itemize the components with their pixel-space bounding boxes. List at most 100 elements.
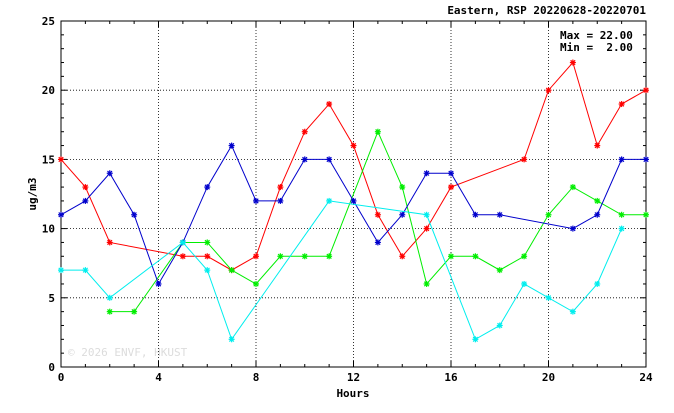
data-point [643, 87, 649, 94]
data-point [179, 239, 186, 246]
data-point [545, 211, 552, 218]
data-point [618, 156, 625, 163]
data-point [326, 197, 333, 204]
series-4 [58, 197, 625, 343]
y-tick-label: 20 [42, 84, 55, 97]
data-point [131, 308, 138, 315]
data-point [521, 280, 528, 287]
data-point [399, 184, 406, 191]
data-point [155, 280, 162, 287]
data-point [423, 280, 430, 287]
data-point [277, 184, 284, 191]
min-label: Min = 2.00 [560, 41, 633, 54]
data-point [277, 253, 284, 260]
x-tick-label: 16 [444, 371, 458, 384]
data-point [472, 336, 479, 343]
y-tick-label: 10 [42, 223, 55, 236]
watermark: © 2026 ENVF, HKUST [68, 346, 188, 359]
data-point [643, 211, 649, 218]
series-line [60, 144, 646, 286]
y-tick-label: 5 [48, 292, 55, 305]
data-point [496, 322, 503, 329]
data-point [594, 142, 601, 149]
data-point [399, 211, 406, 218]
data-point [301, 156, 308, 163]
data-point [521, 156, 528, 163]
x-tick-label: 12 [347, 371, 360, 384]
data-point [350, 197, 357, 204]
data-point [228, 267, 235, 274]
grid [61, 21, 646, 367]
series-2 [106, 128, 649, 315]
data-point [82, 267, 89, 274]
data-point [618, 211, 625, 218]
x-tick-label: 4 [155, 371, 162, 384]
data-point [301, 253, 308, 260]
data-point [106, 239, 113, 246]
y-tick-label: 15 [42, 153, 55, 166]
data-point [58, 267, 64, 274]
data-point [472, 211, 479, 218]
data-point [326, 253, 333, 260]
data-point [204, 184, 211, 191]
data-point [594, 197, 601, 204]
data-point [253, 280, 259, 287]
data-point [82, 197, 89, 204]
data-point [643, 156, 649, 163]
max-label: Max = 22.00 [560, 29, 633, 42]
data-point [448, 253, 454, 260]
y-tick-label: 0 [48, 361, 55, 374]
data-point [545, 294, 552, 301]
data-point [204, 239, 211, 246]
data-point [423, 225, 430, 232]
chart-title: Eastern, RSP 20220628-20220701 [447, 4, 646, 17]
y-tick-label: 25 [42, 15, 55, 28]
data-point [496, 267, 503, 274]
data-point [204, 267, 211, 274]
data-point [106, 294, 113, 301]
data-point [399, 253, 406, 260]
data-point [326, 101, 333, 108]
x-axis-label: Hours [336, 387, 369, 400]
data-point [179, 253, 186, 260]
data-point [618, 225, 625, 232]
data-point [326, 156, 333, 163]
data-point [106, 170, 113, 177]
data-point [521, 253, 528, 260]
data-point [106, 308, 113, 315]
data-point [253, 197, 259, 204]
data-point [448, 170, 454, 177]
data-point [82, 184, 89, 191]
series-line [109, 130, 646, 313]
data-point [204, 253, 211, 260]
data-point [569, 59, 576, 66]
data-point [374, 239, 381, 246]
data-point [594, 280, 601, 287]
data-point [423, 211, 430, 218]
data-point [496, 211, 503, 218]
x-tick-label: 8 [253, 371, 260, 384]
series-1 [58, 59, 649, 274]
data-point [58, 211, 64, 218]
data-point [131, 211, 138, 218]
data-point [277, 197, 284, 204]
data-point [423, 170, 430, 177]
data-point [569, 184, 576, 191]
data-point [545, 87, 552, 94]
data-point [228, 142, 235, 149]
data-point [228, 336, 235, 343]
y-axis-label: ug/m3 [26, 177, 39, 210]
data-point [618, 101, 625, 108]
series-layer [58, 59, 649, 343]
data-point [374, 128, 381, 135]
data-point [472, 253, 479, 260]
x-tick-label: 20 [542, 371, 555, 384]
data-point [58, 156, 64, 163]
data-point [594, 211, 601, 218]
axis-ticks: 0 4 8 12 16 20 24 0 5 10 15 20 25 [42, 15, 653, 384]
series-3 [58, 142, 649, 287]
data-point [448, 184, 454, 191]
data-point [569, 308, 576, 315]
